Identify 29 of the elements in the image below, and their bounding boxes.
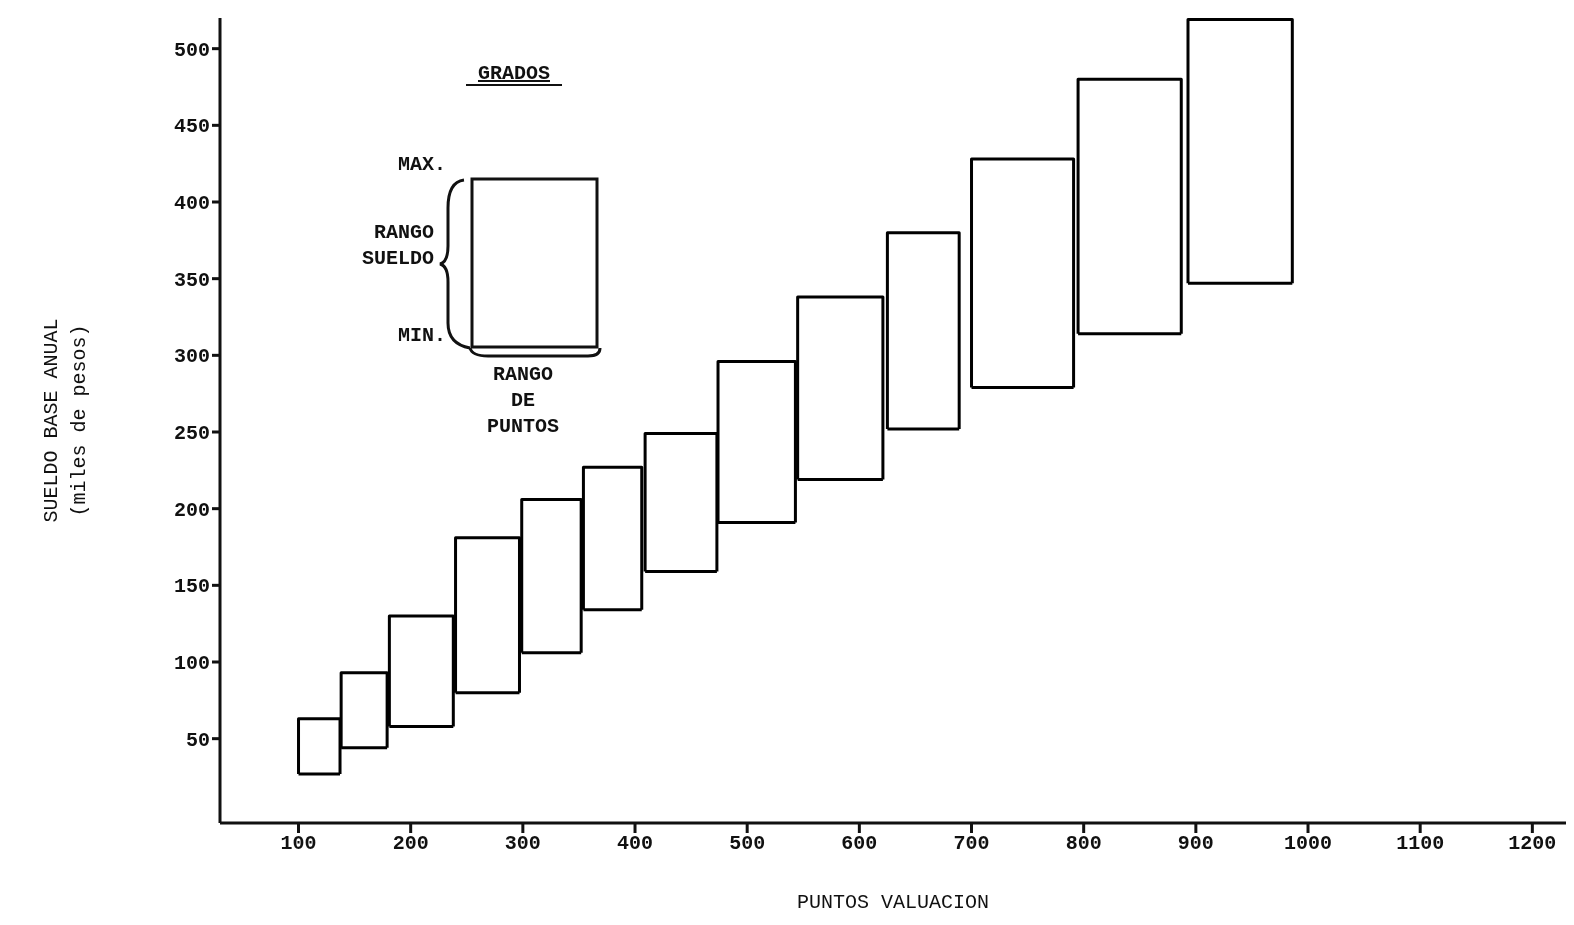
y-tick-label: 450 <box>173 115 210 139</box>
x-tick-label: 1100 <box>1396 832 1445 856</box>
y-tick-label: 150 <box>173 575 210 599</box>
y-tick-label: 50 <box>185 728 210 752</box>
x-tick-label: 400 <box>617 832 654 856</box>
x-tick-label: 700 <box>953 832 990 856</box>
x-tick-label: 100 <box>280 832 317 856</box>
y-tick-label: 250 <box>173 422 210 446</box>
annotation: RANGO DE PUNTOS <box>486 363 560 438</box>
y-tick-label: 200 <box>173 498 210 522</box>
x-tick-label: 800 <box>1065 832 1102 856</box>
y-tick-label: 500 <box>173 38 210 62</box>
x-tick-label: 300 <box>504 832 541 856</box>
y-axis-title: SUELDO BASE ANUAL (miles de pesos) <box>40 318 91 523</box>
x-tick-label: 500 <box>729 832 766 856</box>
annotation: MAX. <box>397 153 446 176</box>
x-tick-label: 1000 <box>1284 832 1333 856</box>
annotation: MIN. <box>397 324 446 347</box>
annotation: GRADOS <box>477 62 551 85</box>
annotation: RANGO SUELDO <box>361 221 434 270</box>
y-tick-label: 400 <box>173 192 210 216</box>
y-tick-label: 300 <box>173 345 210 369</box>
y-tick-label: 350 <box>173 268 210 292</box>
x-tick-label: 200 <box>392 832 429 856</box>
x-tick-label: 600 <box>841 832 878 856</box>
x-tick-label: 1200 <box>1508 832 1557 856</box>
x-axis-title: PUNTOS VALUACION <box>796 891 990 914</box>
x-tick-label: 900 <box>1177 832 1214 856</box>
y-tick-label: 100 <box>173 652 210 676</box>
